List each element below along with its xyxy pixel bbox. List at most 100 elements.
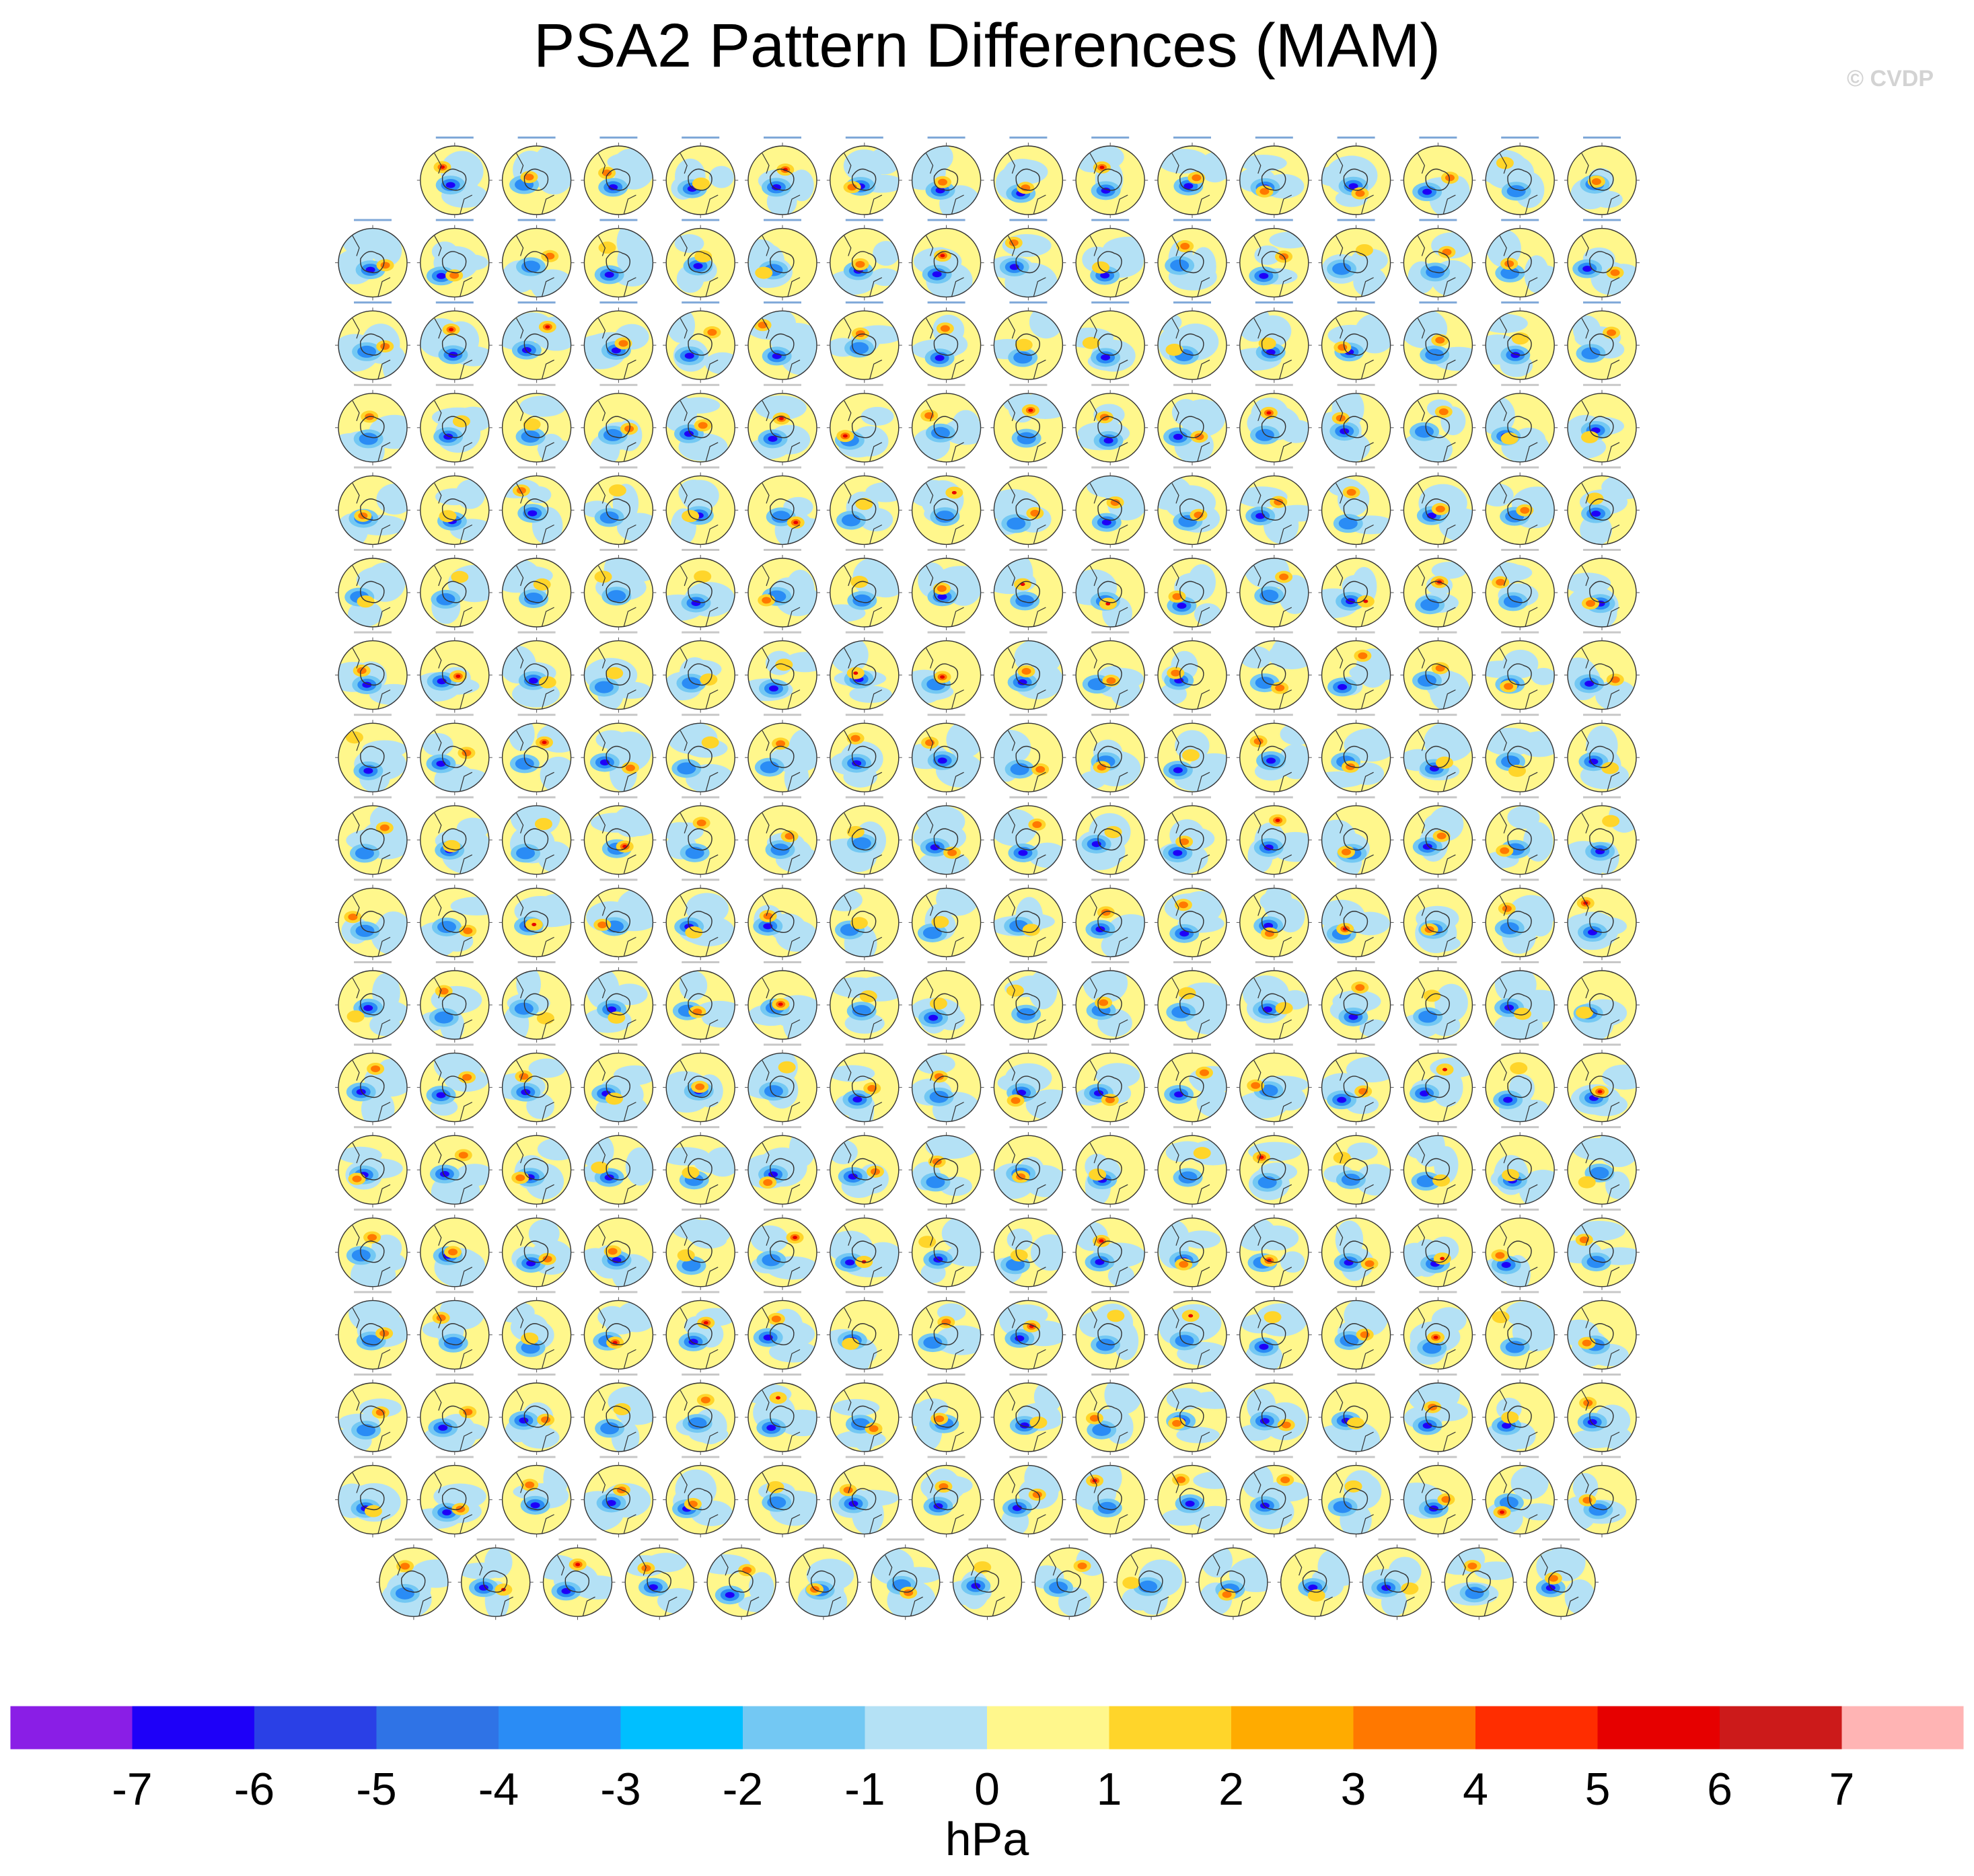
panel-caption bbox=[927, 796, 965, 798]
colorbar-tick-label: 1 bbox=[1097, 1764, 1122, 1815]
panel-caption bbox=[1501, 219, 1539, 221]
panel-caption bbox=[435, 961, 474, 963]
colorbar-swatch bbox=[132, 1706, 255, 1750]
map-panel bbox=[499, 301, 575, 383]
panel-caption bbox=[1501, 796, 1539, 798]
panel-caption bbox=[1255, 549, 1293, 551]
map-panel bbox=[908, 383, 984, 465]
map-panel bbox=[1155, 549, 1230, 630]
map-panel bbox=[1155, 1043, 1230, 1125]
panel-caption bbox=[764, 549, 801, 551]
colorbar-tick-label: -5 bbox=[356, 1764, 396, 1815]
colorbar-tick-label: 2 bbox=[1218, 1764, 1244, 1815]
panel-caption bbox=[1419, 383, 1457, 386]
panel-caption bbox=[927, 219, 965, 221]
panel-caption bbox=[845, 714, 883, 716]
map-panel bbox=[335, 1126, 410, 1208]
map-panel bbox=[1564, 961, 1640, 1043]
panel-caption bbox=[764, 714, 801, 716]
panel-caption bbox=[1419, 878, 1457, 881]
panel-caption bbox=[845, 961, 883, 963]
map-panel bbox=[1482, 714, 1558, 796]
panel-caption bbox=[845, 549, 883, 551]
panel-caption bbox=[1091, 1126, 1130, 1129]
panel-caption bbox=[1583, 383, 1621, 386]
panel-caption bbox=[1173, 137, 1211, 139]
map-panel bbox=[1155, 961, 1230, 1043]
panel-caption bbox=[1009, 1043, 1048, 1046]
map-panel bbox=[826, 549, 902, 630]
panel-caption bbox=[1173, 466, 1211, 469]
map-panel bbox=[1236, 466, 1312, 548]
panel-caption bbox=[517, 383, 556, 386]
panel-caption bbox=[764, 961, 801, 963]
map-panel bbox=[908, 961, 984, 1043]
panel-caption bbox=[517, 796, 556, 798]
panel-caption bbox=[1583, 549, 1621, 551]
map-panel bbox=[1482, 1043, 1558, 1125]
colorbar-swatch bbox=[865, 1706, 988, 1750]
panel-caption bbox=[1583, 137, 1621, 139]
colorbar-swatch bbox=[620, 1706, 743, 1750]
panel-caption bbox=[1501, 301, 1539, 304]
panel-caption bbox=[1419, 301, 1457, 304]
map-panel bbox=[1318, 878, 1394, 961]
map-panel bbox=[416, 878, 492, 961]
panel-caption bbox=[682, 961, 720, 963]
map-panel bbox=[581, 878, 657, 961]
panel-caption bbox=[1337, 383, 1375, 386]
panel-caption bbox=[1173, 961, 1211, 963]
panel-caption bbox=[435, 466, 474, 469]
map-panel bbox=[745, 796, 820, 878]
map-panel bbox=[1400, 631, 1476, 713]
panel-caption bbox=[1009, 466, 1048, 469]
map-panel bbox=[581, 714, 657, 796]
panel-caption bbox=[517, 714, 556, 716]
panel-caption bbox=[599, 301, 638, 304]
panel-caption bbox=[435, 796, 474, 798]
panel-caption bbox=[1173, 796, 1211, 798]
map-panel bbox=[826, 796, 902, 878]
panel-caption bbox=[1255, 137, 1293, 139]
panel-caption bbox=[1419, 1043, 1457, 1046]
map-panel bbox=[745, 466, 820, 548]
panel-caption bbox=[845, 796, 883, 798]
panel-caption bbox=[1419, 219, 1457, 221]
map-panel bbox=[663, 631, 739, 713]
panel-caption bbox=[764, 796, 801, 798]
map-panel bbox=[826, 137, 902, 218]
map-panel bbox=[1236, 1043, 1312, 1125]
panel-caption bbox=[764, 219, 801, 221]
panel-caption bbox=[354, 1043, 392, 1046]
panel-caption bbox=[517, 878, 556, 881]
map-panel bbox=[663, 1043, 739, 1125]
map-panel bbox=[1072, 1126, 1148, 1208]
colorbar-tick-label: -4 bbox=[478, 1764, 519, 1815]
panel-caption bbox=[1583, 1126, 1621, 1129]
map-panel bbox=[1482, 301, 1558, 383]
map-panel bbox=[1318, 796, 1394, 878]
panel-caption bbox=[1009, 878, 1048, 881]
map-panel bbox=[745, 714, 820, 796]
map-panel bbox=[1072, 796, 1148, 878]
map-panel bbox=[1482, 1126, 1558, 1208]
map-panel bbox=[1400, 301, 1476, 383]
map-panel bbox=[1236, 961, 1312, 1043]
panel-caption bbox=[1009, 137, 1048, 139]
panel-caption bbox=[682, 466, 720, 469]
map-panel bbox=[499, 219, 575, 301]
map-panel bbox=[1072, 383, 1148, 465]
panel-caption bbox=[1337, 714, 1375, 716]
panel-caption bbox=[1583, 301, 1621, 304]
map-panel bbox=[499, 466, 575, 548]
panel-caption bbox=[845, 301, 883, 304]
cvdp-credit: © CVDP bbox=[1847, 66, 1934, 91]
map-panel bbox=[1155, 383, 1230, 465]
map-panel bbox=[499, 1043, 575, 1125]
panel-caption bbox=[354, 878, 392, 881]
map-panel bbox=[745, 631, 820, 713]
panel-caption bbox=[1255, 383, 1293, 386]
map-panel bbox=[908, 878, 984, 961]
map-panel bbox=[416, 714, 492, 796]
